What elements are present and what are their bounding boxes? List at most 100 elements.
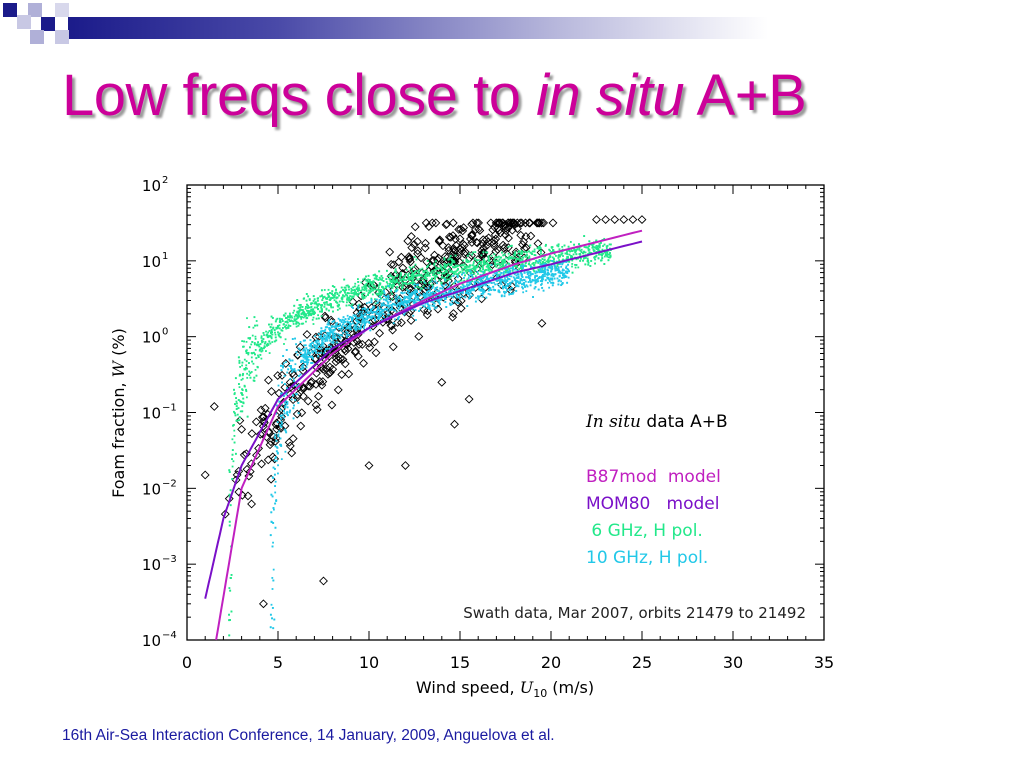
in-situ-point [515, 218, 525, 228]
satellite-band-point [365, 287, 368, 290]
satellite-band-point [353, 293, 356, 296]
satellite-band-point [567, 276, 570, 279]
satellite-band-point [473, 265, 476, 268]
satellite-band-point [433, 269, 436, 271]
satellite-band-point [335, 291, 337, 294]
satellite-band-point [331, 290, 334, 293]
satellite-band-point [345, 330, 348, 333]
satellite-band-point [270, 315, 273, 318]
decor-square-6 [30, 30, 44, 44]
in-situ-point [350, 347, 360, 357]
satellite-band-point [571, 265, 573, 268]
in-situ-point [488, 225, 498, 235]
satellite-band-point [434, 268, 437, 271]
satellite-band-point [305, 299, 308, 302]
satellite-band-point [606, 251, 609, 254]
satellite-band-point [319, 310, 321, 313]
satellite-band-point [364, 284, 367, 287]
satellite-band-point [294, 363, 297, 366]
satellite-band-point [276, 317, 279, 320]
satellite-band-point [560, 280, 562, 283]
satellite-band-point [425, 277, 428, 280]
satellite-band-point [368, 289, 371, 292]
satellite-band-point [328, 304, 331, 306]
satellite-band-point [601, 253, 603, 256]
satellite-band-point [480, 270, 483, 273]
satellite-band-point [300, 313, 303, 316]
satellite-band-point [347, 325, 350, 327]
satellite-band-point [336, 309, 339, 311]
in-situ-point [209, 402, 219, 411]
satellite-band-point [315, 317, 318, 320]
satellite-band-point [424, 275, 427, 278]
satellite-band-point [578, 248, 581, 251]
satellite-band-point [594, 262, 596, 265]
satellite-band-point [234, 377, 237, 380]
satellite-band-point [284, 325, 287, 328]
satellite-band-point [346, 314, 349, 317]
satellite-band-point [433, 302, 436, 305]
satellite-band-point [324, 334, 327, 337]
satellite-band-point [529, 264, 532, 267]
satellite-band-point [327, 288, 330, 291]
in-situ-point [468, 218, 478, 228]
satellite-band-point [442, 285, 445, 288]
satellite-band-point [371, 282, 374, 285]
satellite-band-point [364, 288, 367, 290]
satellite-band-point [415, 319, 417, 321]
satellite-band-point [345, 301, 348, 304]
satellite-band-point [342, 316, 345, 319]
in-situ-point [456, 303, 466, 313]
satellite-band-point [329, 292, 331, 294]
satellite-band-point [412, 314, 415, 317]
satellite-band-point [249, 376, 252, 379]
satellite-band-point [595, 246, 597, 249]
satellite-band-point [597, 257, 600, 260]
satellite-band-point [396, 273, 399, 276]
satellite-band-point [468, 288, 470, 291]
satellite-band-point [395, 271, 397, 273]
satellite-band-point [456, 276, 459, 279]
satellite-band-point [415, 285, 418, 288]
satellite-band-point [242, 397, 245, 400]
satellite-band-point [573, 243, 576, 246]
satellite-band-point [418, 293, 421, 295]
satellite-band-point [607, 259, 610, 262]
satellite-band-point [453, 261, 456, 264]
satellite-band-point [280, 329, 283, 332]
in-situ-point [430, 250, 439, 260]
satellite-band-point [456, 273, 458, 276]
satellite-band-point [383, 308, 386, 311]
satellite-band-point [413, 281, 416, 284]
satellite-band-point [391, 287, 394, 289]
satellite-band-point [542, 253, 545, 256]
satellite-band-point [235, 397, 238, 399]
satellite-band-point [524, 262, 527, 265]
satellite-band-point [397, 317, 400, 319]
satellite-band-point [253, 376, 256, 379]
satellite-band-point [405, 268, 408, 271]
satellite-band-point [320, 351, 323, 354]
satellite-band-point [450, 275, 453, 278]
satellite-band-point [512, 291, 515, 294]
satellite-band-point [245, 388, 248, 391]
satellite-band-point [267, 344, 270, 346]
satellite-band-point [289, 378, 292, 380]
satellite-band-point [322, 345, 325, 348]
satellite-band-point [414, 299, 416, 302]
satellite-band-point [372, 284, 375, 287]
satellite-band-point [546, 277, 549, 280]
satellite-band-point [249, 372, 252, 374]
satellite-band-point [314, 301, 317, 304]
satellite-band-point [464, 265, 467, 268]
satellite-band-point [256, 324, 259, 327]
satellite-band-point [425, 291, 428, 294]
satellite-band-point [297, 307, 300, 310]
satellite-band-point [312, 312, 315, 314]
satellite-band-point [351, 289, 353, 291]
satellite-band-point [483, 269, 486, 272]
satellite-band-point [382, 290, 384, 293]
satellite-band-point [277, 433, 280, 436]
in-situ-point [297, 408, 307, 418]
satellite-band-point [361, 295, 364, 298]
